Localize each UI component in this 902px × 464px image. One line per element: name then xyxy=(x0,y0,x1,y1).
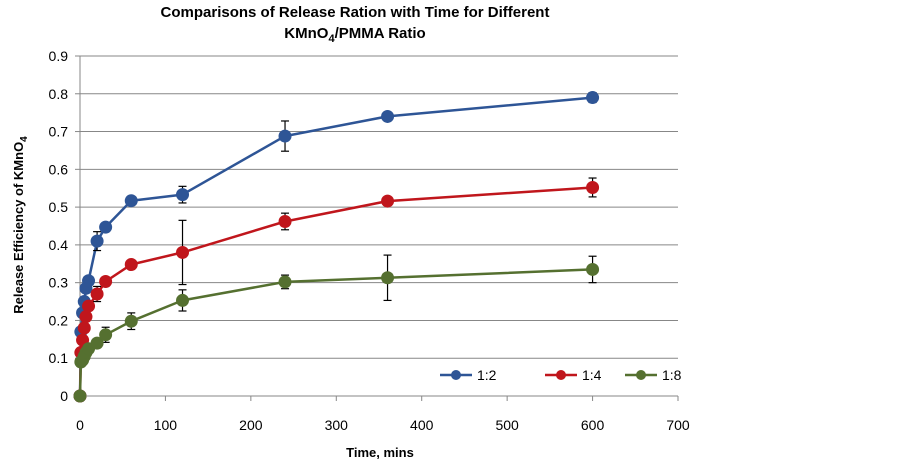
y-tick-label: 0.2 xyxy=(49,312,69,328)
data-point xyxy=(586,262,600,276)
series-1-4 xyxy=(73,177,600,403)
data-point xyxy=(124,314,138,328)
series-line xyxy=(78,186,593,397)
x-tick-label: 100 xyxy=(154,417,178,433)
legend-label: 1:8 xyxy=(662,367,682,383)
data-point xyxy=(90,336,104,350)
data-point xyxy=(176,293,190,307)
data-point xyxy=(278,214,292,228)
data-point xyxy=(90,234,104,248)
y-tick-label: 0.5 xyxy=(49,199,69,215)
legend-item: 1:4 xyxy=(545,367,602,383)
data-point xyxy=(586,91,600,105)
x-tick-label: 400 xyxy=(410,417,434,433)
y-axis-title: Release Efficiency of KMnO4 xyxy=(11,136,30,314)
data-point xyxy=(124,194,138,208)
data-point xyxy=(176,245,190,259)
legend-marker xyxy=(451,370,461,380)
series-line xyxy=(78,96,593,397)
y-tick-label: 0.9 xyxy=(49,48,69,64)
x-axis-title: Time, mins xyxy=(346,445,414,460)
legend-marker xyxy=(636,370,646,380)
x-tick-label: 600 xyxy=(581,417,605,433)
y-tick-label: 0.8 xyxy=(49,86,69,102)
legend-label: 1:2 xyxy=(477,367,497,383)
data-point xyxy=(73,389,87,403)
data-point xyxy=(278,129,292,143)
chart-title-kmno: KMnO xyxy=(284,25,328,42)
y-tick-label: 0 xyxy=(60,388,68,404)
data-point xyxy=(99,220,113,234)
chart-title-subscript: 4 xyxy=(328,33,335,45)
y-tick-label: 0.1 xyxy=(49,350,69,366)
series-layer xyxy=(73,91,600,403)
y-tick-labels: 0 0.1 0.2 0.3 0.4 0.5 0.6 0.7 0.8 0.9 xyxy=(49,48,69,404)
x-tick-label: 0 xyxy=(76,417,84,433)
y-tick-label: 0.4 xyxy=(49,237,69,253)
data-point xyxy=(381,194,395,208)
legend-item: 1:2 xyxy=(440,367,497,383)
data-point xyxy=(79,310,93,324)
legend: 1:2 1:4 1:8 xyxy=(440,367,682,383)
data-point xyxy=(99,328,113,342)
data-point xyxy=(99,275,113,289)
legend-item: 1:8 xyxy=(625,367,682,383)
data-point xyxy=(82,274,96,288)
y-tick-label: 0.3 xyxy=(49,275,69,291)
data-point xyxy=(586,180,600,194)
series-1-2 xyxy=(73,91,600,403)
data-point xyxy=(381,109,395,123)
chart-title-rest: /PMMA Ratio xyxy=(335,25,426,42)
y-tick-label: 0.6 xyxy=(49,161,69,177)
axes xyxy=(75,55,679,401)
data-point xyxy=(278,275,292,289)
series-1-8 xyxy=(73,254,600,403)
y-axis-title-subscript: 4 xyxy=(19,136,30,142)
y-axis-title-main: Release Efficiency of KMnO xyxy=(11,142,26,314)
y-tick-label: 0.7 xyxy=(49,124,69,140)
x-tick-label: 200 xyxy=(239,417,263,433)
x-tick-label: 300 xyxy=(325,417,349,433)
data-point xyxy=(77,321,91,335)
series-line xyxy=(78,268,593,397)
data-point xyxy=(176,188,190,202)
data-point xyxy=(82,299,96,313)
chart-title-line2: KMnO4/PMMA Ratio xyxy=(284,25,425,45)
data-point xyxy=(90,287,104,301)
x-tick-label: 500 xyxy=(495,417,519,433)
chart-title-line1: Comparisons of Release Ration with Time … xyxy=(161,4,550,21)
data-point xyxy=(381,271,395,285)
x-tick-labels: 0 100 200 300 400 500 600 700 xyxy=(76,417,690,433)
gridlines xyxy=(80,55,678,359)
legend-label: 1:4 xyxy=(582,367,602,383)
data-point xyxy=(124,258,138,272)
legend-marker xyxy=(556,370,566,380)
x-tick-label: 700 xyxy=(666,417,690,433)
